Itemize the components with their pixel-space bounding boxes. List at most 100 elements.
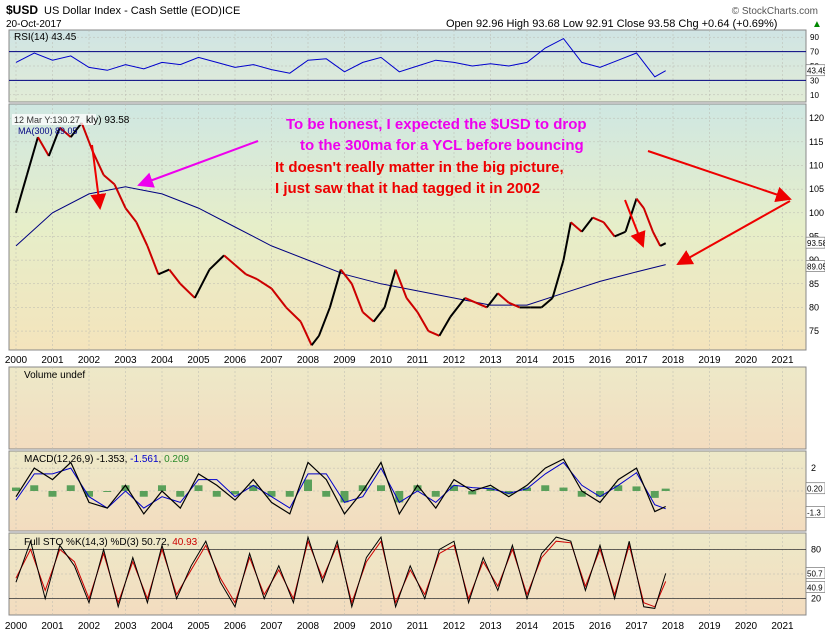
macd-last-tag: -1.3: [807, 508, 821, 517]
price-segment-12: [135, 221, 149, 247]
macd-signal-line: [15, 461, 666, 510]
price-segment-37: [428, 330, 440, 337]
price-legend-suffix: kly) 93.58: [86, 115, 130, 126]
macd-hist-bar-18: [340, 491, 349, 503]
price-y-tick-3: 90: [809, 255, 819, 265]
price-x-tick-16: 2016: [589, 355, 612, 366]
magenta-arrow: [137, 140, 259, 188]
price-y-tick-7: 110: [809, 161, 823, 171]
axis-labels: 2000 2001 2002 2003 2004 2005 2006 2007 2008 2009…: [5, 33, 825, 632]
price-date-overlay: 12 Mar Y:130.27: [14, 115, 80, 125]
price-segment-29: [340, 268, 353, 285]
price-x-tick-8: 2008: [297, 355, 320, 366]
sto-x-tick-11: 2011: [407, 621, 429, 632]
sto-x-tick-18: 2018: [662, 621, 685, 632]
macd-hist-bar-23: [431, 491, 440, 497]
annotation-line-1: To be honest, I expected the $USD to dro…: [286, 116, 587, 133]
price-segment-33: [383, 269, 397, 308]
macd-hist-bar-30: [559, 487, 568, 491]
price-segment-14: [157, 268, 170, 276]
price-segment-1: [15, 174, 28, 214]
price-segment-39: [449, 297, 466, 318]
price-segment-58: [652, 231, 662, 247]
ohlc-readout: Open 92.96 High 93.68 Low 92.91 Close 93…: [446, 18, 777, 30]
price-segment-48: [551, 259, 565, 299]
sto-x-tick-2: 2002: [78, 621, 101, 632]
price-segment-26: [310, 335, 320, 346]
price-segment-57: [642, 207, 654, 233]
price-segment-2: [25, 136, 39, 176]
price-segment-24: [285, 306, 302, 323]
price-segment-41: [475, 301, 488, 309]
macd-hist-bar-31: [577, 491, 586, 497]
macd-hist-tag: 0.20: [807, 485, 823, 494]
sto-x-tick-7: 2007: [260, 621, 283, 632]
sto-x-tick-9: 2009: [333, 621, 356, 632]
data-marks: [12, 37, 670, 609]
price-y-tick-0: 75: [809, 326, 819, 336]
price-x-tick-13: 2013: [479, 355, 502, 366]
macd-hist-bar-0: [12, 487, 20, 491]
price-x-tick-17: 2017: [625, 355, 648, 366]
price-segment-8: [91, 150, 105, 176]
macd-hist-bar-17: [322, 491, 331, 497]
sto-d-tag-box: [805, 581, 825, 593]
annotation-line-2: to the 300ma for a YCL before bouncing: [300, 137, 584, 154]
annotation-line-4: I just saw that it had tagged it in 2002: [275, 180, 540, 197]
price-x-tick-1: 2001: [41, 355, 64, 366]
price-x-tick-18: 2018: [662, 355, 685, 366]
sto-x-tick-3: 2003: [114, 621, 137, 632]
sto-k-tag: 50.7: [807, 569, 823, 578]
macd-hist-bar-24: [450, 485, 458, 491]
sto-y-tick-0: 20: [811, 594, 821, 604]
price-y-tick-5: 100: [809, 208, 824, 218]
price-segment-21: [245, 273, 258, 280]
price-y-tick-8: 115: [809, 137, 823, 147]
price-segment-34: [394, 269, 408, 299]
price-segment-9: [102, 174, 116, 186]
annotation-line-3: It doesn't really matter in the big pict…: [275, 159, 564, 176]
macd-hist-bar-13: [249, 485, 258, 491]
macd-y-tick-1: 2: [811, 463, 816, 473]
price-segment-31: [362, 311, 375, 323]
price-segment-36: [416, 311, 430, 332]
price-segment-35: [405, 297, 419, 313]
macd-hist-bar-10: [194, 485, 203, 491]
price-x-tick-10: 2010: [370, 355, 393, 366]
price-x-tick-12: 2012: [443, 355, 466, 366]
macd-hist-bar-11: [212, 491, 221, 497]
price-segment-52: [592, 216, 605, 224]
sto-x-tick-10: 2010: [370, 621, 393, 632]
price-segment-50: [570, 221, 583, 233]
macd-hist-bar-5: [103, 491, 112, 492]
macd-hist-bar-1: [30, 485, 39, 491]
macd-legend-prefix: MACD(12,26,9): [24, 454, 93, 465]
macd-hist-bar-22: [413, 485, 422, 491]
sto-x-tick-6: 2006: [224, 621, 247, 632]
macd-hist-tag-box: [805, 482, 825, 495]
macd-hist-bar-8: [158, 485, 166, 491]
price-segment-30: [350, 283, 364, 313]
symbol-title: $USD: [6, 3, 38, 17]
price-x-tick-7: 2007: [260, 355, 283, 366]
price-x-tick-11: 2011: [407, 355, 429, 366]
macd-hist-bar-21: [395, 491, 404, 503]
rsi-y-tick-3: 70: [810, 48, 819, 57]
price-segment-18: [208, 254, 225, 271]
sto-x-tick-12: 2012: [443, 621, 466, 632]
price-last-tag-box: [805, 236, 825, 249]
ma-last-tag: 89.05: [807, 263, 825, 272]
price-x-tick-0: 2000: [5, 355, 28, 366]
sto-d-value: 40.93: [172, 537, 197, 548]
price-y-tick-4: 95: [809, 231, 819, 241]
sto-y-tick-2: 80: [811, 544, 821, 554]
volume-panel: [8, 366, 807, 450]
price-segment-7: [80, 122, 94, 152]
red-arrow-2002: [90, 144, 107, 210]
sto-x-tick-15: 2015: [552, 621, 575, 632]
price-segment-19: [223, 254, 236, 266]
macd-hist-bar-12: [231, 491, 239, 495]
macd-hist-bar-20: [377, 485, 385, 491]
price-segment-4: [47, 127, 61, 157]
price-segment-38: [438, 316, 452, 337]
